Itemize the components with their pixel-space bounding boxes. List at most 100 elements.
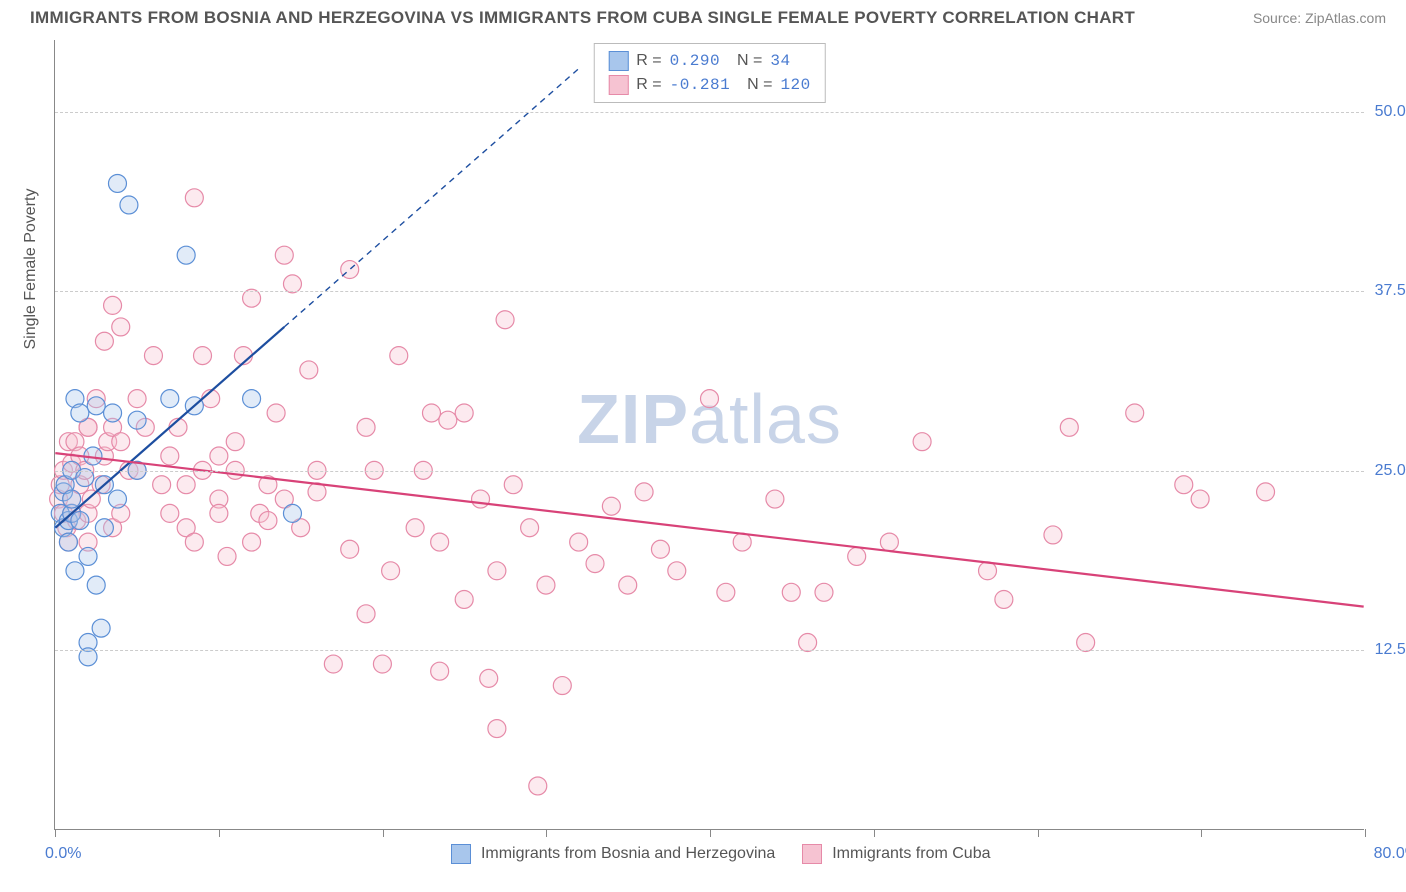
data-point (161, 390, 179, 408)
stat-label: R = (636, 49, 661, 73)
legend-label: Immigrants from Cuba (832, 845, 990, 862)
data-point (153, 476, 171, 494)
data-point (210, 504, 228, 522)
x-tick (219, 829, 220, 837)
data-point (431, 662, 449, 680)
data-point (1191, 490, 1209, 508)
data-point (496, 311, 514, 329)
data-point (226, 433, 244, 451)
data-point (1126, 404, 1144, 422)
data-point (283, 504, 301, 522)
stats-row: R = 0.290 N = 34 (608, 49, 811, 73)
data-point (480, 669, 498, 687)
data-point (799, 634, 817, 652)
data-point (71, 404, 89, 422)
data-point (1175, 476, 1193, 494)
data-point (1044, 526, 1062, 544)
data-point (128, 390, 146, 408)
data-point (177, 246, 195, 264)
data-point (112, 318, 130, 336)
data-point (87, 397, 105, 415)
data-point (1077, 634, 1095, 652)
data-point (161, 504, 179, 522)
y-axis-title: Single Female Poverty (22, 189, 40, 350)
swatch-icon (451, 844, 471, 864)
data-point (218, 547, 236, 565)
data-point (112, 433, 130, 451)
x-tick (55, 829, 56, 837)
data-point (979, 562, 997, 580)
data-point (701, 390, 719, 408)
x-tick (546, 829, 547, 837)
data-point (275, 246, 293, 264)
data-point (185, 533, 203, 551)
stat-n-value: 34 (770, 49, 790, 73)
legend-label: Immigrants from Bosnia and Herzegovina (481, 845, 775, 862)
chart-svg (55, 40, 1364, 829)
data-point (455, 404, 473, 422)
data-point (431, 533, 449, 551)
data-point (455, 590, 473, 608)
data-point (913, 433, 931, 451)
data-point (390, 347, 408, 365)
data-point (71, 512, 89, 530)
data-point (439, 411, 457, 429)
gridline (55, 291, 1364, 292)
data-point (259, 512, 277, 530)
bottom-legend: Immigrants from Bosnia and Herzegovina I… (55, 844, 1364, 864)
x-tick (1365, 829, 1366, 837)
source-label: Source: ZipAtlas.com (1253, 10, 1386, 26)
gridline (55, 471, 1364, 472)
data-point (668, 562, 686, 580)
data-point (382, 562, 400, 580)
swatch-icon (608, 75, 628, 95)
data-point (537, 576, 555, 594)
x-tick (1201, 829, 1202, 837)
stat-label: N = (738, 73, 772, 97)
data-point (717, 583, 735, 601)
data-point (194, 347, 212, 365)
data-point (95, 332, 113, 350)
chart-title: IMMIGRANTS FROM BOSNIA AND HERZEGOVINA V… (30, 8, 1135, 28)
stat-r-value: 0.290 (670, 49, 721, 73)
data-point (488, 720, 506, 738)
data-point (422, 404, 440, 422)
data-point (570, 533, 588, 551)
y-tick-label: 25.0% (1375, 462, 1406, 480)
data-point (104, 296, 122, 314)
x-tick (874, 829, 875, 837)
data-point (267, 404, 285, 422)
data-point (144, 347, 162, 365)
data-point (92, 619, 110, 637)
plot-area: ZIPatlas R = 0.290 N = 34 R = -0.281 N =… (54, 40, 1364, 830)
data-point (373, 655, 391, 673)
data-point (79, 547, 97, 565)
data-point (1257, 483, 1275, 501)
data-point (521, 519, 539, 537)
data-point (586, 555, 604, 573)
data-point (210, 447, 228, 465)
data-point (95, 519, 113, 537)
swatch-icon (608, 51, 628, 71)
x-tick (710, 829, 711, 837)
stat-n-value: 120 (780, 73, 810, 97)
data-point (619, 576, 637, 594)
data-point (553, 677, 571, 695)
data-point (406, 519, 424, 537)
data-point (782, 583, 800, 601)
data-point (357, 418, 375, 436)
data-point (128, 411, 146, 429)
stat-r-value: -0.281 (670, 73, 731, 97)
data-point (651, 540, 669, 558)
stat-label: R = (636, 73, 661, 97)
data-point (108, 174, 126, 192)
stats-row: R = -0.281 N = 120 (608, 73, 811, 97)
swatch-icon (802, 844, 822, 864)
data-point (529, 777, 547, 795)
trend-line (55, 453, 1363, 606)
data-point (108, 490, 126, 508)
data-point (472, 490, 490, 508)
x-tick (383, 829, 384, 837)
data-point (300, 361, 318, 379)
data-point (185, 189, 203, 207)
